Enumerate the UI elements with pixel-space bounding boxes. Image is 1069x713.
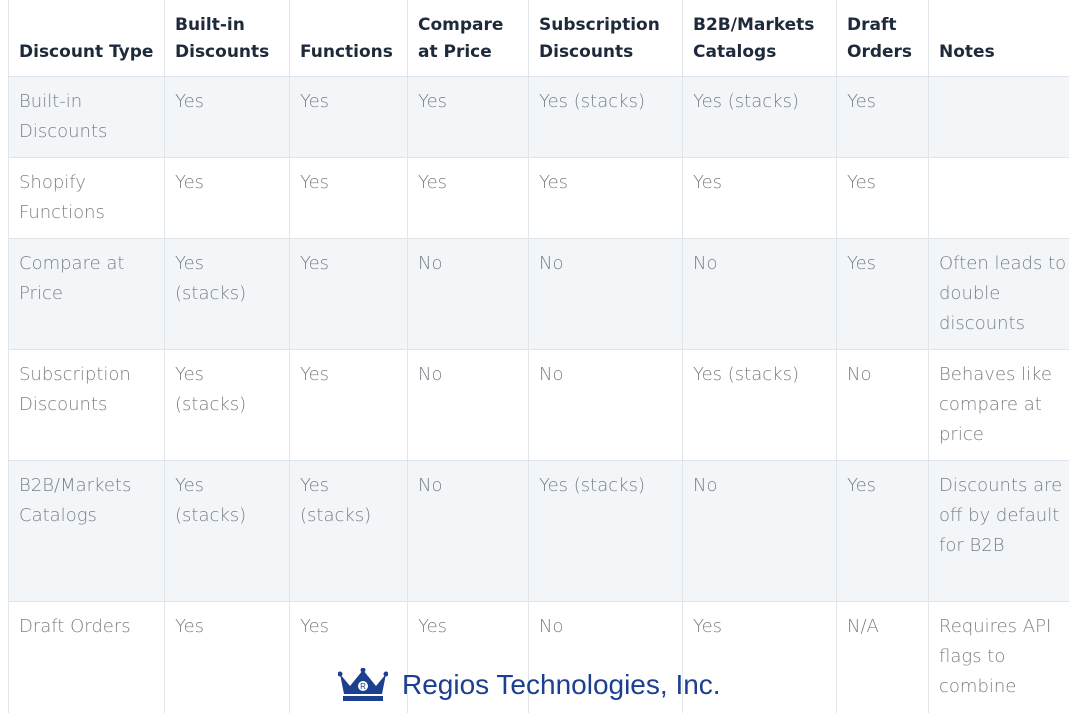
table-cell: Discounts are off by default for B2B xyxy=(928,459,1069,602)
table-cell: No xyxy=(407,348,529,461)
table-row: B2B/Markets Catalogs Yes (stacks) Yes (sta… xyxy=(8,459,1069,602)
table-cell: Yes (stacks) xyxy=(164,459,290,602)
table-cell xyxy=(928,75,1069,158)
table-cell: Requires API flags to combine xyxy=(928,600,1069,713)
table-row: Built-in Discounts Yes Yes Yes Yes (stacks) Y… xyxy=(8,75,1069,158)
table-cell: Yes xyxy=(407,75,529,158)
table-row: Draft Orders Yes Yes Yes No Yes N/A Requires AP… xyxy=(8,600,1069,713)
table-cell: Yes xyxy=(289,75,408,158)
table-row: Shopify Functions Yes Yes Yes Yes Yes Yes xyxy=(8,156,1069,239)
table-cell: No xyxy=(528,237,683,350)
table-cell: Yes xyxy=(164,600,290,713)
table-cell: Shopify Functions xyxy=(8,156,165,239)
header-cell: Subscription Discounts xyxy=(528,0,683,77)
table-cell: Yes xyxy=(836,156,929,239)
table-cell: Yes xyxy=(289,156,408,239)
table-cell: Yes xyxy=(164,156,290,239)
table-cell: Yes xyxy=(836,75,929,158)
svg-text:R: R xyxy=(360,682,366,691)
header-cell: Compare at Price xyxy=(407,0,529,77)
table-cell: Draft Orders xyxy=(8,600,165,713)
table-cell: N/A xyxy=(836,600,929,713)
table-cell: Yes xyxy=(289,237,408,350)
table-body: Built-in Discounts Yes Yes Yes Yes (stacks) Y… xyxy=(8,75,1069,713)
header-row: Discount Type Built-in Discounts Functions… xyxy=(8,0,1069,77)
table-cell: Yes xyxy=(836,459,929,602)
header-cell: Draft Orders xyxy=(836,0,929,77)
table-cell: Yes xyxy=(407,600,529,713)
table-cell: Often leads to double discounts xyxy=(928,237,1069,350)
table-cell: Yes (stacks) xyxy=(682,75,837,158)
table-cell: Subscription Discounts xyxy=(8,348,165,461)
table-cell: No xyxy=(407,459,529,602)
header-cell: B2B/Markets Catalogs xyxy=(682,0,837,77)
crown-logo: R xyxy=(338,668,388,701)
table-cell: Yes xyxy=(289,348,408,461)
table-cell: Yes xyxy=(164,75,290,158)
table-cell: Compare at Price xyxy=(8,237,165,350)
table-cell: Yes xyxy=(407,156,529,239)
table-cell: No xyxy=(528,348,683,461)
table-cell: Yes (stacks) xyxy=(682,348,837,461)
table-cell: B2B/Markets Catalogs xyxy=(8,459,165,602)
header-cell: Discount Type xyxy=(8,0,165,77)
table-row: Subscription Discounts Yes (stacks) Yes No N… xyxy=(8,348,1069,461)
table-cell: Built-in Discounts xyxy=(8,75,165,158)
table-cell: No xyxy=(682,237,837,350)
table-row: Compare at Price Yes (stacks) Yes No No No Yes… xyxy=(8,237,1069,350)
header-cell: Notes xyxy=(928,0,1069,77)
watermark: R Regios Technologies, Inc. xyxy=(338,662,721,708)
table-cell: Yes (stacks) xyxy=(164,348,290,461)
table-cell: Yes (stacks) xyxy=(528,459,683,602)
table-cell: Yes (stacks) xyxy=(164,237,290,350)
table-cell: Yes (stacks) xyxy=(528,75,683,158)
comparison-table: Discount Type Built-in Discounts Functions… xyxy=(8,0,1069,713)
watermark-text: Regios Technologies, Inc. xyxy=(402,669,721,700)
table-cell xyxy=(928,156,1069,239)
table-cell: No xyxy=(682,459,837,602)
table-cell: Yes xyxy=(682,156,837,239)
header-cell: Built-in Discounts xyxy=(164,0,290,77)
table-cell: Yes xyxy=(528,156,683,239)
table-cell: Yes (stacks) xyxy=(289,459,408,602)
table-cell: No xyxy=(836,348,929,461)
table-container: Discount Type Built-in Discounts Functions… xyxy=(8,0,1069,713)
table-cell: Yes xyxy=(836,237,929,350)
header-cell: Functions xyxy=(289,0,408,77)
table-cell: Behaves like compare at price xyxy=(928,348,1069,461)
table-cell: No xyxy=(407,237,529,350)
